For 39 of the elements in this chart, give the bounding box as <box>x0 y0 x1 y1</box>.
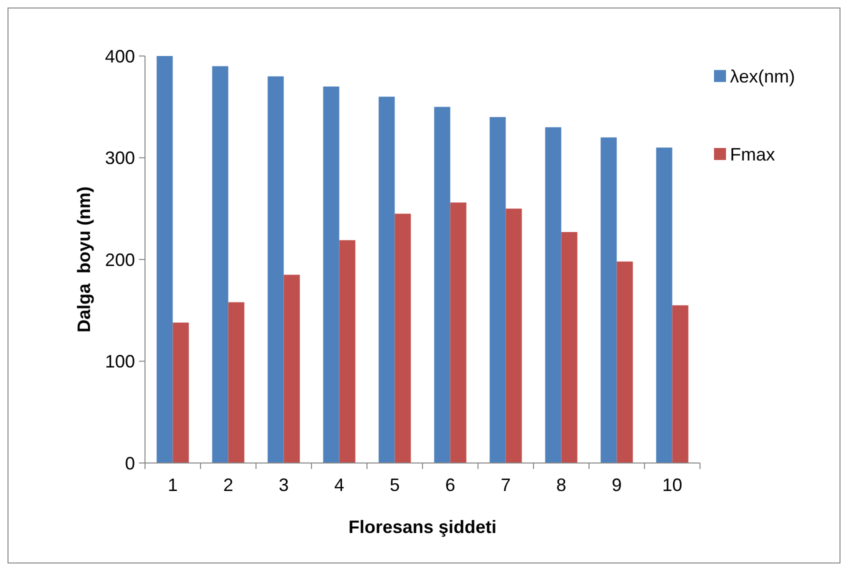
x-axis-title: Floresans şiddeti <box>348 517 497 537</box>
bar <box>284 274 300 463</box>
bar <box>450 202 466 463</box>
x-tick-label: 10 <box>662 475 682 495</box>
x-tick-label: 9 <box>612 475 622 495</box>
x-tick-label: 6 <box>445 475 456 495</box>
bar <box>656 148 672 463</box>
bar <box>490 117 506 463</box>
x-tick-label: 8 <box>556 475 566 495</box>
y-tick-label: 300 <box>104 148 135 168</box>
bar <box>561 232 578 463</box>
bar <box>228 302 244 463</box>
bar <box>545 127 562 463</box>
bar <box>323 86 340 463</box>
bar <box>156 56 173 463</box>
bar <box>434 106 450 463</box>
y-tick-label: 0 <box>124 453 135 474</box>
bar <box>172 322 189 463</box>
y-axis-title: Dalga boyu (nm) <box>74 186 94 333</box>
x-tick-label: 3 <box>278 475 289 495</box>
bar <box>616 262 633 463</box>
bar <box>600 137 617 463</box>
bar <box>378 96 395 463</box>
y-tick-label: 400 <box>104 46 135 66</box>
bar <box>339 240 356 463</box>
y-tick-label: 100 <box>104 352 135 372</box>
x-tick-label: 4 <box>334 475 344 495</box>
legend-label: λex(nm) <box>730 66 796 86</box>
x-tick-label: 7 <box>500 475 511 495</box>
y-tick-label: 200 <box>104 250 135 270</box>
x-tick-label: 5 <box>390 475 400 495</box>
bar <box>672 305 688 463</box>
legend-label: Fmax <box>730 144 775 164</box>
bar <box>212 66 228 463</box>
x-tick-label: 1 <box>168 475 178 495</box>
bar <box>506 208 522 463</box>
bar <box>268 76 284 463</box>
bar <box>394 214 411 463</box>
x-tick-label: 2 <box>223 475 234 495</box>
